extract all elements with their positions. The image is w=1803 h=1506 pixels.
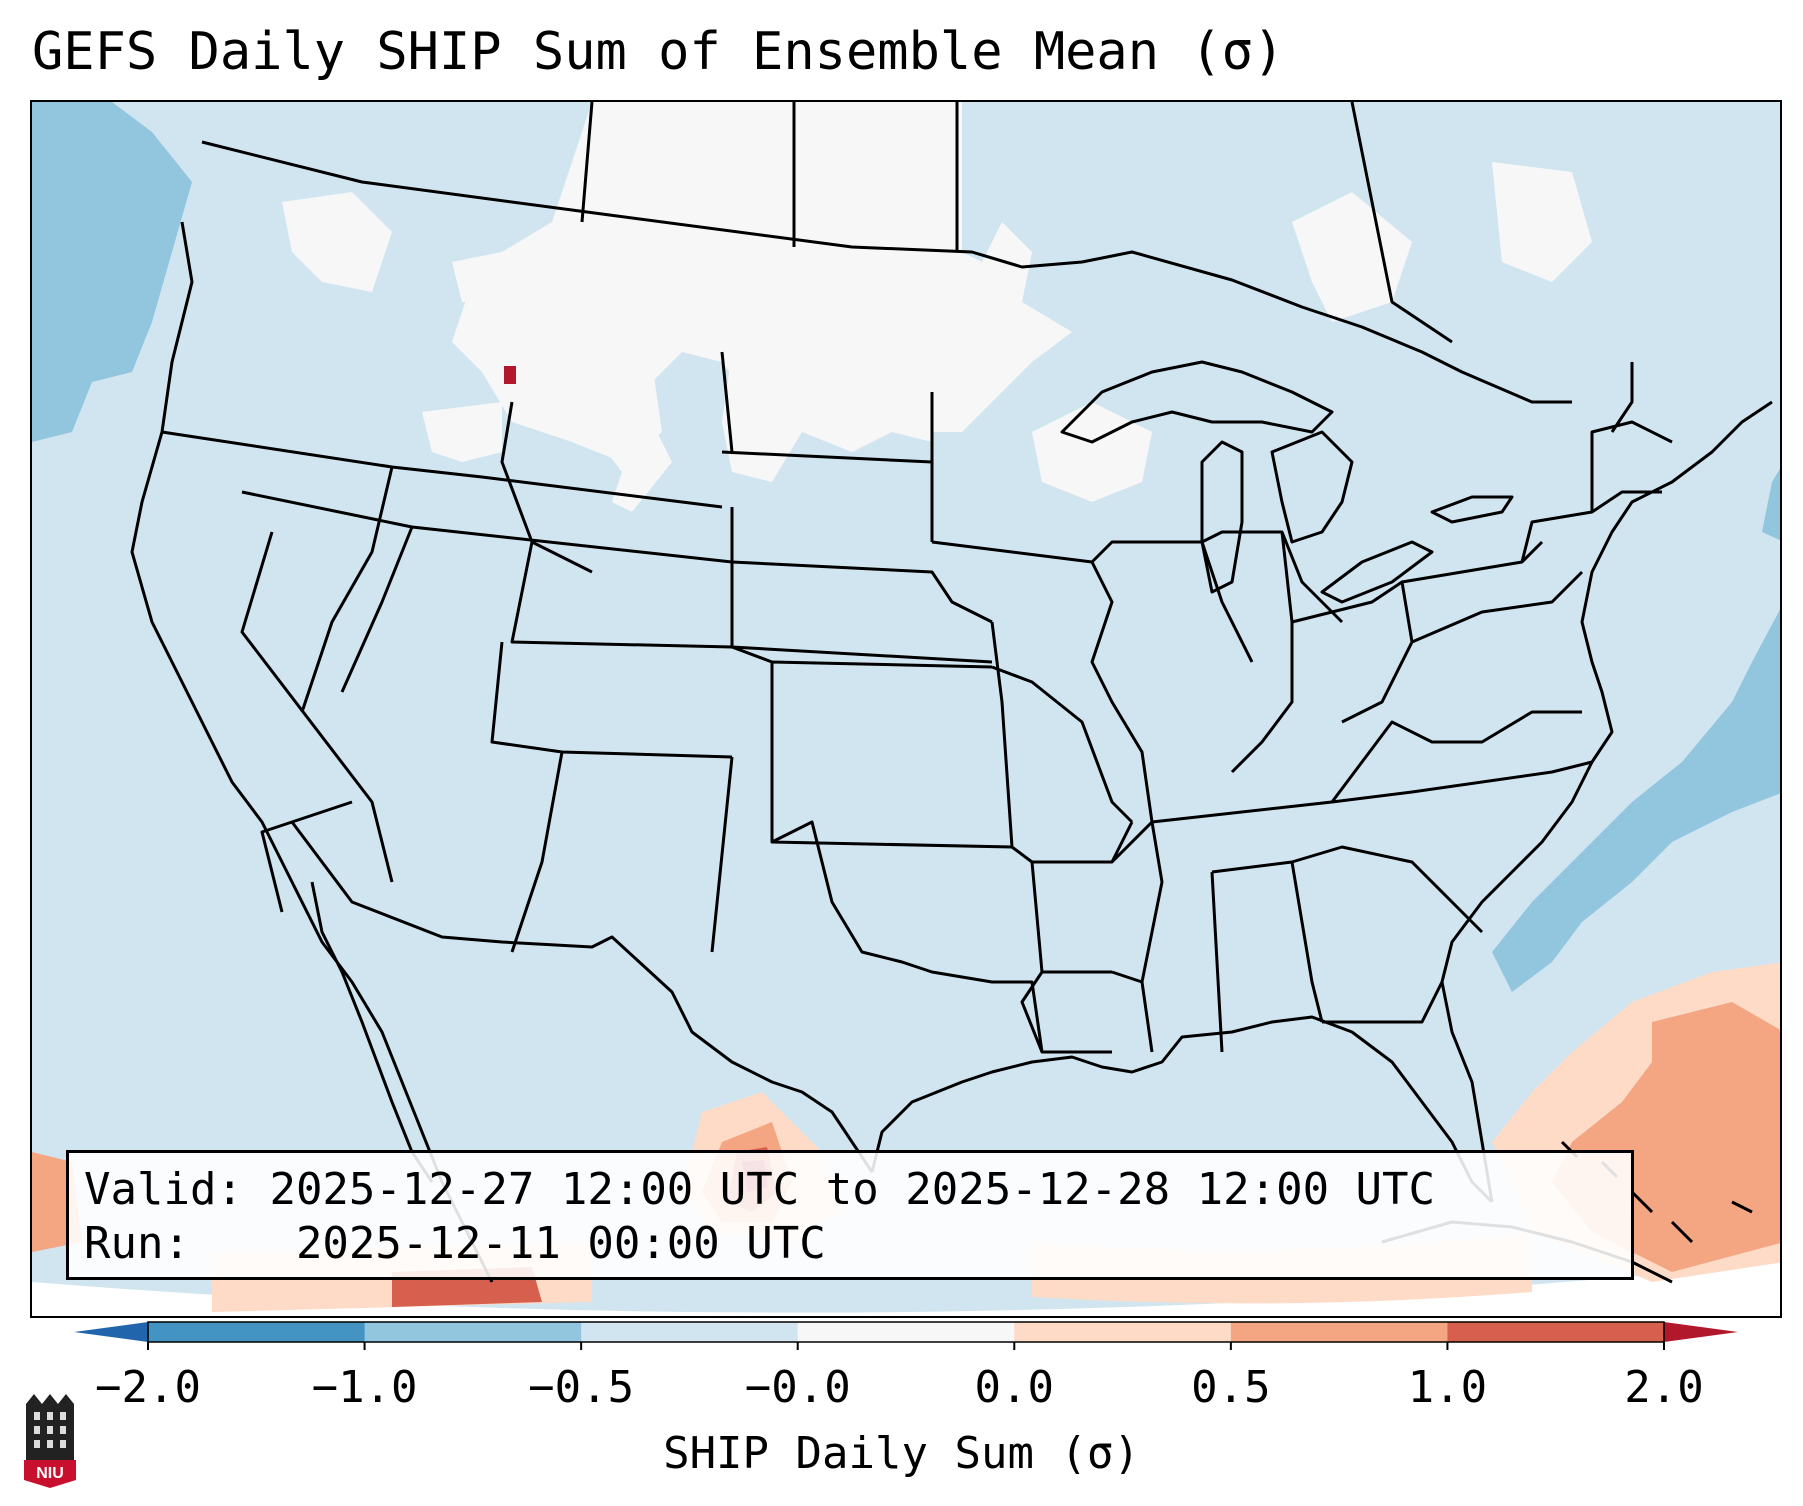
us-canada-border [201,140,1572,404]
colorbar-segment [364,1322,582,1342]
colorbar-label: SHIP Daily Sum (σ) [663,1428,1140,1479]
valid-label: Valid: [84,1164,243,1215]
anomaly-near-zero-idaho [422,402,502,462]
projection-outside-region [32,1262,1780,1316]
colorbar-tick-label: −0.5 [528,1362,635,1413]
niu-logo-text: NIU [36,1465,64,1482]
canada-province-lines [580,102,1453,344]
lake-erie [1320,540,1434,604]
colorbar-extend-low [74,1322,148,1342]
baja-coastline [310,881,434,1183]
colorbar-tick-label: −1.0 [311,1362,418,1413]
colorbar-tick-label: 0.0 [974,1362,1055,1413]
anomaly-near-zero-washington [282,192,392,292]
niu-logo-icon: NIU [24,1394,76,1488]
lake-ontario [1430,495,1514,524]
colorbar-tick-label: 0.5 [1191,1362,1271,1413]
colorbar-segment [1014,1322,1232,1342]
anomaly-near-zero-ontario [1292,192,1412,322]
map-panel [30,100,1782,1318]
lake-michigan [1200,440,1244,594]
run-label: Run: [84,1218,190,1269]
valid-time-range: 2025-12-27 12:00 UTC to 2025-12-28 12:00… [269,1164,1436,1215]
anomaly-positive-idaho-pixel [504,366,516,384]
run-time: 2025-12-11 00:00 UTC [295,1218,826,1269]
colorbar-segment [148,1322,366,1342]
colorbar-segment [1230,1322,1448,1342]
political-boundaries [130,102,1773,1284]
colorbar [74,1321,1738,1350]
colorbar-segment [797,1322,1015,1342]
lake-superior [1060,360,1334,444]
colorbar-segment [581,1322,799,1342]
valid-run-info-box: Valid: 2025-12-27 12:00 UTC to 2025-12-2… [66,1150,1634,1280]
colorbar-outline [147,1321,1665,1343]
state-borders-west [161,351,1044,1053]
map-title: GEFS Daily SHIP Sum of Ensemble Mean (σ) [32,22,1285,82]
map-canvas [32,102,1780,1316]
pacific-coastline [130,221,494,1283]
anomaly-near-zero-quebec [1492,162,1592,282]
anomaly-negative-pacific [32,102,192,442]
colorbar-tick-label: 2.0 [1624,1362,1704,1413]
anomaly-negative-north-atlantic [1762,468,1780,541]
colorbar-tick-label: −0.0 [744,1362,851,1413]
anomaly-negative-atlantic [1492,609,1780,992]
colorbar-tick-label: −2.0 [95,1362,201,1413]
us-mexico-border [290,821,874,1173]
gulf-coastline [870,1015,1494,1204]
anomaly-near-zero-dakotas [722,352,932,482]
lake-huron [1270,430,1354,544]
colorbar-extend-high [1664,1322,1738,1342]
anomaly-near-zero-wyoming [592,422,672,512]
colorbar-segment [1447,1322,1665,1342]
colorbar-ticks [147,1342,1665,1350]
anomaly-near-zero-montana [452,282,662,462]
colorbar-segments [148,1322,1665,1342]
colorbar-tick-label: 1.0 [1407,1362,1488,1413]
